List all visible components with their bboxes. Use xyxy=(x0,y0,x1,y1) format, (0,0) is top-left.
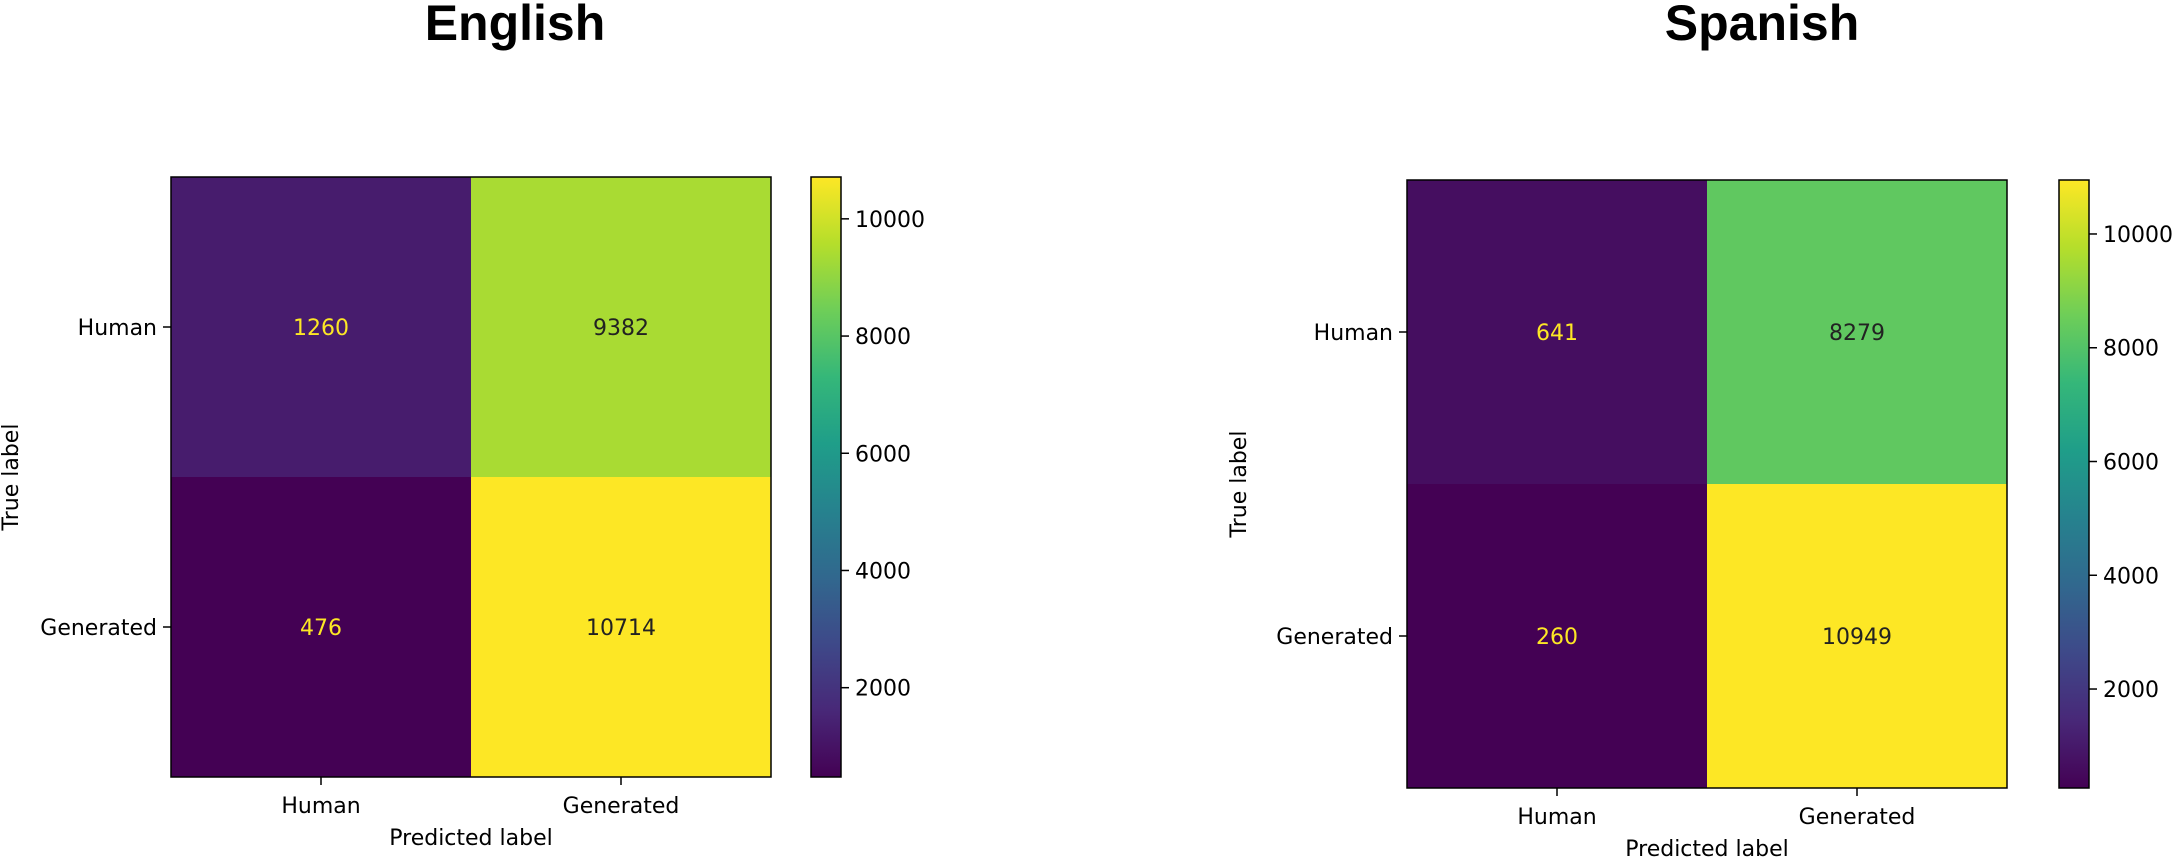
cell-value-label: 1260 xyxy=(293,316,349,341)
colorbar-tick-label: 6000 xyxy=(855,442,911,467)
x-tick-label: Human xyxy=(1517,805,1596,830)
matrix-cell xyxy=(1407,180,1707,484)
colorbar-tick-label: 2000 xyxy=(2103,678,2159,703)
matrix-cell xyxy=(1407,484,1707,788)
matrix-frame xyxy=(1406,179,2008,789)
matrix-cell xyxy=(471,177,771,477)
colorbar-tick-label: 10000 xyxy=(855,208,925,233)
cell-value-label: 10949 xyxy=(1822,625,1892,650)
y-axis-title: True label xyxy=(1227,431,1252,539)
spanish-panel-title: Spanish xyxy=(1664,0,1860,51)
matrix-cell xyxy=(471,477,771,777)
colorbar-tick-label: 8000 xyxy=(2103,337,2159,362)
cell-value-label: 641 xyxy=(1536,321,1578,346)
colorbar-tick-label: 4000 xyxy=(2103,564,2159,589)
x-tick-label: Generated xyxy=(563,794,680,819)
colorbar-tick-label: 4000 xyxy=(855,559,911,584)
colorbar xyxy=(2058,179,2090,789)
colorbar xyxy=(810,176,842,778)
colorbar-tick-label: 10000 xyxy=(2103,223,2173,248)
y-tick-label: Generated xyxy=(40,616,157,641)
matrix-cell xyxy=(1707,484,2007,788)
cell-value-label: 10714 xyxy=(586,616,656,641)
colorbar-tick-label: 2000 xyxy=(855,677,911,702)
english-confusion-matrix: 1260 9382 476 10714 Human Generated Human Gener… xyxy=(0,176,925,851)
cell-value-label: 8279 xyxy=(1829,321,1885,346)
x-axis-title: Predicted label xyxy=(1625,837,1788,857)
english-panel-title: English xyxy=(424,0,606,51)
x-tick-label: Human xyxy=(281,794,360,819)
cell-value-label: 476 xyxy=(300,616,342,641)
y-axis-title: True label xyxy=(0,424,24,532)
colorbar-tick-label: 8000 xyxy=(855,325,911,350)
cell-value-label: 260 xyxy=(1536,625,1578,650)
y-tick-label: Human xyxy=(1314,321,1393,346)
cell-value-label: 9382 xyxy=(593,316,649,341)
matrix-cell xyxy=(171,477,471,777)
matrix-cell xyxy=(1707,180,2007,484)
x-tick-label: Generated xyxy=(1799,805,1916,830)
x-axis-title: Predicted label xyxy=(389,826,552,851)
matrix-frame xyxy=(170,176,772,778)
y-tick-label: Generated xyxy=(1276,625,1393,650)
colorbar-tick-label: 6000 xyxy=(2103,451,2159,476)
y-tick-label: Human xyxy=(78,316,157,341)
spanish-confusion-matrix: 641 8279 260 10949 Human Generated Human Genera… xyxy=(1227,179,2173,857)
matrix-cell xyxy=(171,177,471,477)
